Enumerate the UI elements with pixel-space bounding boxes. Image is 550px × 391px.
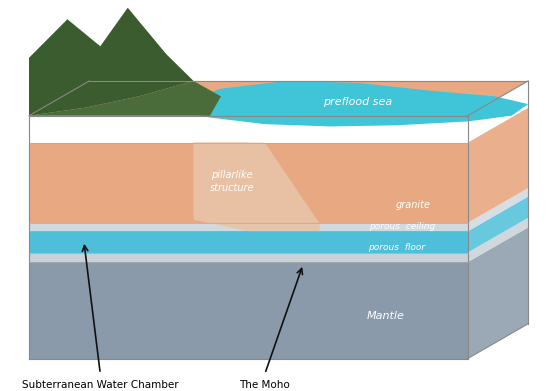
Polygon shape <box>177 81 528 126</box>
Text: Subterranean Water Chamber: Subterranean Water Chamber <box>22 380 179 390</box>
Text: preflood sea: preflood sea <box>323 97 393 107</box>
Polygon shape <box>29 231 467 253</box>
Polygon shape <box>194 143 320 231</box>
Polygon shape <box>468 218 528 262</box>
Polygon shape <box>29 253 467 262</box>
Polygon shape <box>29 81 528 116</box>
Text: pillarlike
structure: pillarlike structure <box>210 170 254 193</box>
Polygon shape <box>468 188 528 231</box>
Polygon shape <box>468 197 528 253</box>
Polygon shape <box>29 143 467 223</box>
Polygon shape <box>468 108 528 223</box>
Polygon shape <box>29 81 221 116</box>
Text: porous  ceiling: porous ceiling <box>369 222 435 231</box>
Polygon shape <box>166 143 358 223</box>
Polygon shape <box>29 262 467 359</box>
Polygon shape <box>468 228 528 359</box>
Polygon shape <box>29 8 194 116</box>
Text: Mantle: Mantle <box>366 311 404 321</box>
Polygon shape <box>29 231 249 253</box>
Polygon shape <box>29 223 467 231</box>
Text: granite: granite <box>395 201 431 210</box>
Text: porous  floor: porous floor <box>368 243 425 252</box>
Text: The Moho: The Moho <box>239 380 290 390</box>
